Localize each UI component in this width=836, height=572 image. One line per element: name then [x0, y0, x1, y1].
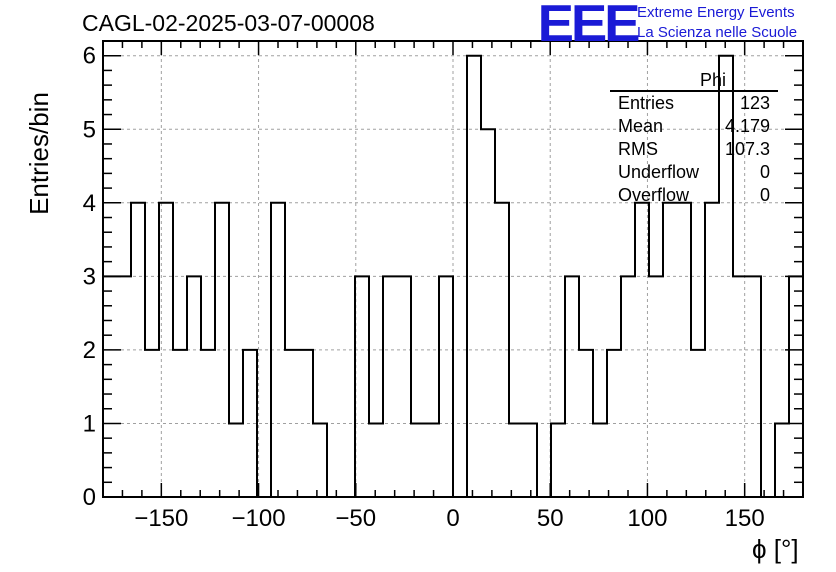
run-title: CAGL-02-2025-03-07-00008 — [82, 10, 375, 36]
logo-subtitle-line2: La Scienza nelle Scuole — [637, 24, 798, 41]
histogram-bin — [369, 423, 383, 497]
histogram-bin — [103, 276, 117, 497]
stats-value: 123 — [739, 93, 770, 113]
histogram-bin — [649, 276, 663, 497]
stats-label: RMS — [618, 139, 658, 159]
stats-row-mean: Mean 4.179 — [610, 115, 778, 138]
tick-labels: −150 −100 −50 0 50 100 150 0 1 2 3 4 5 6 — [83, 43, 765, 532]
x-tick-label: 150 — [725, 505, 765, 532]
histogram-bin — [621, 276, 635, 497]
histogram-bin — [789, 276, 803, 497]
eee-logo: EEE — [537, 0, 641, 53]
histogram-bin — [173, 350, 187, 497]
histogram-bin — [145, 350, 159, 497]
y-tick-label: 6 — [83, 43, 96, 70]
x-axis-label: ϕ [°] — [752, 534, 799, 564]
histogram-bin — [201, 350, 215, 497]
y-tick-label: 4 — [83, 190, 96, 217]
histogram-bin — [579, 350, 593, 497]
histogram-bin — [187, 276, 201, 497]
histogram-bin — [481, 129, 495, 497]
stats-value: 0 — [759, 162, 770, 182]
y-tick-label: 0 — [83, 484, 96, 511]
histogram-bin — [383, 276, 397, 497]
stats-label: Entries — [618, 93, 675, 113]
histogram-bin — [159, 203, 173, 497]
histogram-bin — [411, 423, 425, 497]
histogram-bin — [705, 203, 719, 497]
y-axis-label-wrapper: Entries/bin — [6, 92, 54, 215]
stats-value: 0 — [759, 185, 770, 205]
x-tick-label: 0 — [446, 505, 459, 532]
histogram-bin — [509, 423, 523, 497]
histogram-bin — [117, 276, 131, 497]
stats-value: 4.179 — [724, 116, 770, 136]
x-tick-label: −50 — [335, 505, 376, 532]
x-tick-label: 50 — [537, 505, 564, 532]
histogram-bin — [299, 350, 313, 497]
y-tick-label: 1 — [83, 410, 96, 437]
histogram-bin — [635, 203, 649, 497]
y-axis-label: Entries/bin — [23, 92, 54, 215]
stats-box: Phi Entries 123 Mean 4.179 RMS 107.3 Und… — [610, 70, 778, 207]
histogram-bin — [229, 423, 243, 497]
logo-subtitle-line1: Extreme Energy Events — [637, 4, 795, 21]
stats-row-rms: RMS 107.3 — [610, 138, 778, 161]
histogram-bin — [397, 276, 411, 497]
histogram-bin — [467, 56, 481, 497]
stats-row-overflow: Overflow 0 — [610, 184, 778, 207]
histogram-bin — [677, 203, 691, 497]
histogram-bin — [215, 203, 229, 497]
stats-histogram-name: Phi — [699, 70, 726, 90]
histogram-bin — [593, 423, 607, 497]
x-tick-label: 100 — [627, 505, 667, 532]
stats-label: Mean — [618, 116, 664, 136]
stats-divider — [610, 90, 778, 92]
histogram-bin — [285, 350, 299, 497]
histogram-bin — [747, 276, 761, 497]
y-tick-label: 5 — [83, 116, 96, 143]
histogram-bin — [775, 423, 789, 497]
stats-value: 107.3 — [724, 139, 770, 159]
x-tick-label: −100 — [232, 505, 286, 532]
histogram-bin — [439, 276, 453, 497]
histogram-bin — [131, 203, 145, 497]
histogram-bin — [663, 203, 677, 497]
x-tick-label: −150 — [134, 505, 188, 532]
histogram-bin — [355, 276, 369, 497]
histogram-bin — [425, 423, 439, 497]
histogram-bin — [565, 276, 579, 497]
stats-label: Underflow — [618, 162, 700, 182]
stats-label: Overflow — [618, 185, 690, 205]
histogram-bin — [495, 203, 509, 497]
histogram-bin — [523, 423, 537, 497]
y-tick-label: 3 — [83, 263, 96, 290]
histogram-bin — [551, 423, 565, 497]
histogram-bin — [691, 350, 705, 497]
axis-ticks — [102, 40, 804, 498]
y-tick-label: 2 — [83, 337, 96, 364]
histogram-bin — [733, 276, 747, 497]
histogram-bin — [243, 350, 257, 497]
stats-row-underflow: Underflow 0 — [610, 161, 778, 184]
stats-row-entries: Entries 123 — [610, 92, 778, 115]
histogram-bin — [313, 423, 327, 497]
histogram-bin — [271, 203, 285, 497]
histogram-bin — [607, 350, 621, 497]
